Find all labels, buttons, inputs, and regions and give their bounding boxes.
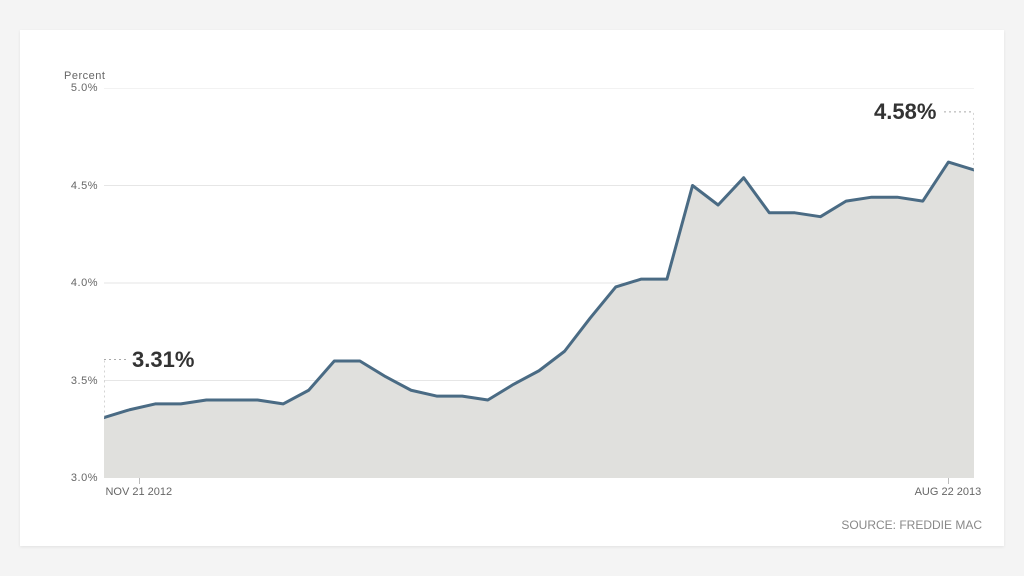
y-tick-label: 5.0% <box>71 82 98 94</box>
y-axis-title: Percent <box>64 70 105 82</box>
y-tick-label: 3.5% <box>71 375 98 387</box>
y-tick-label: 4.0% <box>71 277 98 289</box>
y-tick-label: 3.0% <box>71 472 98 484</box>
chart-callout-label: 3.31% <box>132 347 194 373</box>
chart-plot-area: 3.0%3.5%4.0%4.5%5.0%PercentNOV 21 2012AU… <box>104 88 974 478</box>
x-tick-mark <box>948 478 949 484</box>
chart-callout-label: 4.58% <box>874 99 936 125</box>
x-tick-label: AUG 22 2013 <box>915 486 982 498</box>
chart-card: 3.0% 3.5% 4.0% 4.5% 5.0%Percent NOV 21 2012 AU… <box>20 30 1004 546</box>
x-tick-mark <box>139 478 140 484</box>
x-tick-label: NOV 21 2012 <box>105 486 172 498</box>
chart-svg <box>104 88 974 478</box>
y-tick-label: 4.5% <box>71 180 98 192</box>
source-attribution: SOURCE: FREDDIE MAC <box>841 518 982 532</box>
